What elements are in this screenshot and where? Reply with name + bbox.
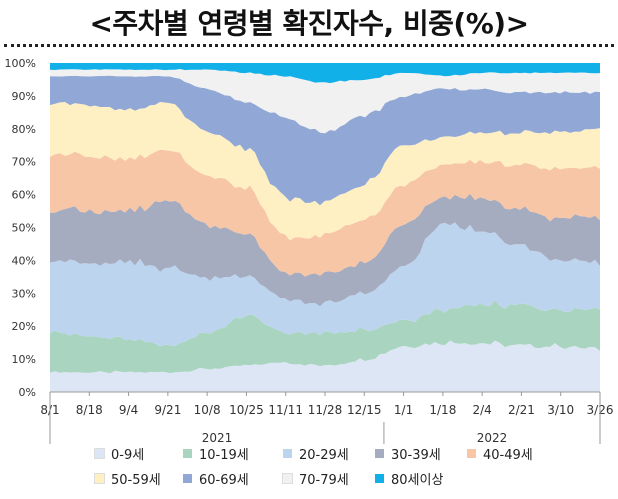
legend-swatch (183, 474, 192, 483)
legend-item: 20-29세 (283, 444, 349, 463)
y-tick-label: 10% (12, 353, 36, 366)
legend-label: 50-59세 (111, 473, 161, 488)
area-series-50-59세 (50, 102, 600, 241)
y-tick-label: 40% (12, 254, 36, 267)
legend-label: 40-49세 (483, 448, 533, 463)
legend-label: 30-39세 (391, 448, 441, 463)
x-tick-label: 9/21 (154, 403, 181, 417)
y-tick-label: 0% (19, 386, 36, 399)
area-series-40-49세 (50, 149, 600, 277)
y-tick-label: 100% (5, 57, 36, 70)
legend-swatch (94, 473, 105, 484)
y-tick-label: 50% (12, 222, 36, 235)
x-tick-label: 10/8 (194, 403, 221, 417)
chart-title: <주차별 연령별 확진자수, 비중(%)> (89, 7, 529, 40)
x-tick-label: 2/21 (508, 403, 535, 417)
y-tick-label: 20% (12, 320, 36, 333)
area-series-0-9세 (50, 340, 600, 392)
y-tick-label: 60% (12, 189, 36, 202)
dotted-divider (4, 44, 614, 47)
y-tick-label: 70% (12, 156, 36, 169)
legend-item: 0-9세 (94, 444, 145, 463)
x-tick-label: 3/10 (547, 403, 574, 417)
legend-label: 80세이상 (391, 473, 444, 488)
legend-swatch (375, 474, 384, 483)
legend-label: 20-29세 (299, 448, 349, 463)
x-tick-label: 1/18 (429, 403, 456, 417)
axes: 0%10%20%30%40%50%60%70%80%90%100%8/1 8/18… (5, 57, 614, 445)
x-tick-label: 8/18 (76, 403, 103, 417)
legend-swatch (282, 473, 293, 484)
x-tick-label: 2/4 (472, 403, 491, 417)
x-tick-label: 10/25 (229, 403, 264, 417)
legend-label: 60-69세 (199, 473, 249, 488)
area-layers (50, 63, 600, 392)
area-series-30-39세 (50, 193, 600, 307)
x-tick-label: 11/28 (308, 403, 343, 417)
area-series-70-79세 (50, 69, 600, 134)
year-label-2021: 2021 (202, 431, 233, 445)
y-tick-label: 30% (12, 287, 36, 300)
area-series-80세이상 (50, 63, 600, 84)
legend-label: 70-79세 (299, 473, 349, 488)
x-tick-label: 12/15 (347, 403, 382, 417)
legend-item: 50-59세 (94, 469, 161, 488)
legend-item: 80세이상 (375, 469, 443, 488)
legend-label: 10-19세 (199, 448, 249, 463)
legend-swatch (283, 449, 292, 458)
legend-label: 0-9세 (111, 448, 145, 463)
legend-item: 40-49세 (467, 444, 533, 463)
y-tick-label: 90% (12, 90, 36, 103)
year-label-2022: 2022 (477, 431, 508, 445)
x-tick-label: 9/4 (119, 403, 138, 417)
legend-item: 60-69세 (183, 469, 249, 488)
legend-swatch (94, 448, 105, 459)
legend-swatch (375, 449, 384, 458)
legend-swatch (467, 449, 476, 458)
area-series-60-69세 (50, 75, 600, 206)
x-tick-label: 1/1 (394, 403, 413, 417)
legend-swatch (183, 449, 192, 458)
legend-item: 10-19세 (183, 444, 249, 463)
area-series-10-19세 (50, 300, 600, 374)
y-tick-label: 80% (12, 123, 36, 136)
legend-item: 70-79세 (282, 469, 349, 488)
legend-item: 30-39세 (375, 444, 441, 463)
x-tick-label: 11/11 (268, 403, 303, 417)
area-series-20-29세 (50, 222, 600, 347)
